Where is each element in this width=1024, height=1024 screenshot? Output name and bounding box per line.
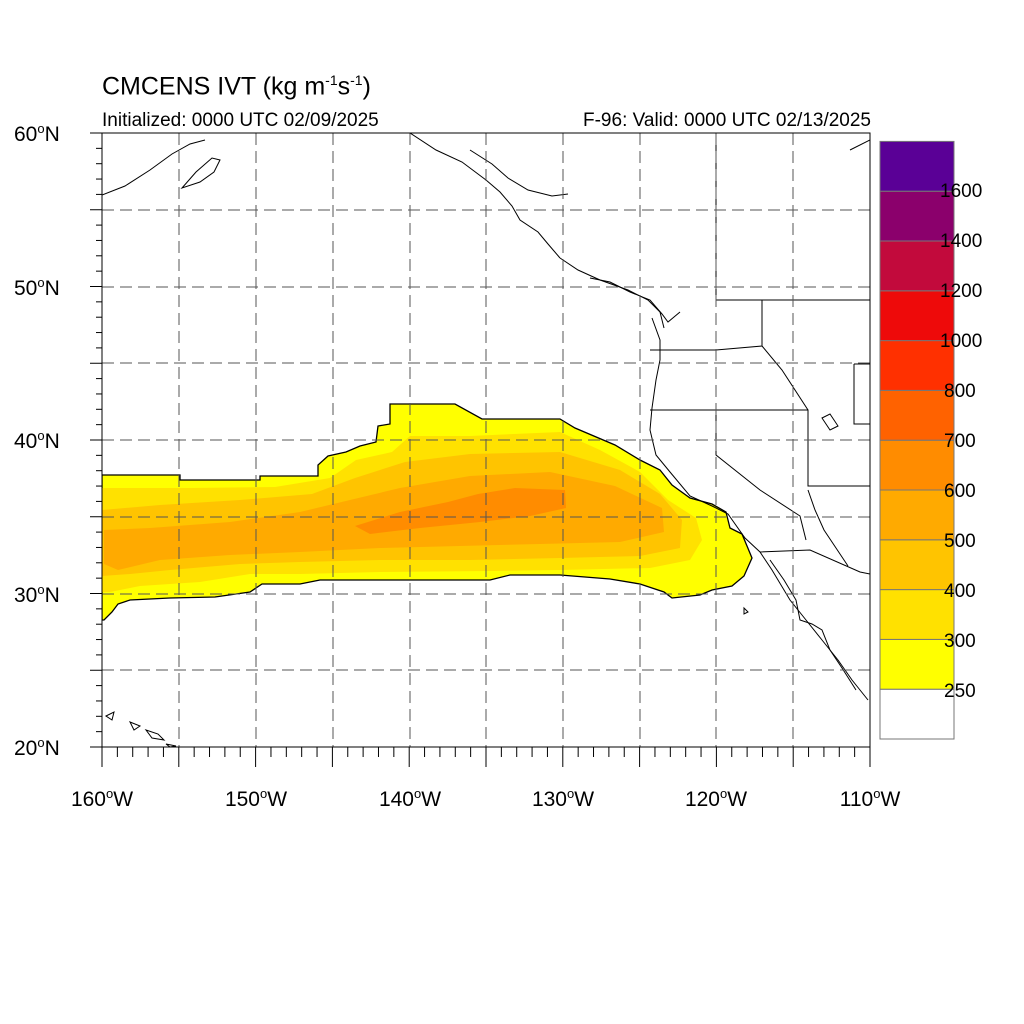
lon-label-160: 160oW (71, 786, 133, 811)
colorbar-box (879, 140, 955, 192)
colorbar-labels: 250 300 400 500 600 700 800 1000 1200 14… (940, 181, 982, 702)
lat-label-60: 60oN (14, 121, 60, 146)
colorbar-box (879, 240, 955, 292)
lon-label-110: 110oW (840, 786, 901, 811)
colorbar-box (879, 190, 955, 242)
lat-label-30: 30oN (14, 582, 60, 607)
lat-label-20: 20oN (14, 735, 60, 760)
lon-labels: 160oW 150oW 140oW 130oW 120oW 110oW (71, 786, 901, 811)
lon-label-130: 130oW (532, 786, 594, 811)
lon-label-120: 120oW (685, 786, 747, 811)
colorbar-box (879, 290, 955, 342)
map-title: CMCENS IVT (kg m-1s-1) (102, 72, 371, 101)
colorbar-box (879, 638, 955, 690)
colorbar-box (879, 389, 955, 441)
coastlines (102, 133, 870, 747)
colorbar (879, 140, 955, 740)
colorbar-box (879, 589, 955, 640)
colorbar-label-800: 800 (944, 381, 976, 402)
lon-label-150: 150oW (225, 786, 287, 811)
colorbar-label-600: 600 (944, 481, 976, 502)
colorbar-label-1000: 1000 (940, 331, 982, 352)
colorbar-label-250: 250 (944, 681, 976, 702)
colorbar-box (879, 539, 955, 591)
colorbar-label-1400: 1400 (940, 231, 982, 252)
lat-labels: 60oN 50oN 40oN 30oN 20oN (14, 121, 60, 760)
colorbar-box (879, 489, 955, 541)
colorbar-box (879, 688, 955, 740)
colorbar-label-400: 400 (944, 581, 976, 602)
ivt-shading (102, 403, 753, 621)
colorbar-label-500: 500 (944, 531, 976, 552)
graticule (102, 133, 870, 747)
ivt-600-region (355, 488, 566, 534)
colorbar-box (879, 439, 955, 491)
colorbar-label-1600: 1600 (940, 181, 982, 202)
valid-time-label: F-96: Valid: 0000 UTC 02/13/2025 (583, 110, 871, 131)
lat-label-40: 40oN (14, 428, 60, 453)
lon-label-140: 140oW (379, 786, 441, 811)
axis-ticks (90, 132, 871, 767)
colorbar-label-1200: 1200 (940, 281, 982, 302)
init-time-label: Initialized: 0000 UTC 02/09/2025 (102, 110, 379, 131)
colorbar-label-700: 700 (944, 431, 976, 452)
lat-label-50: 50oN (14, 275, 60, 300)
colorbar-label-300: 300 (944, 631, 976, 652)
colorbar-box (879, 340, 955, 391)
